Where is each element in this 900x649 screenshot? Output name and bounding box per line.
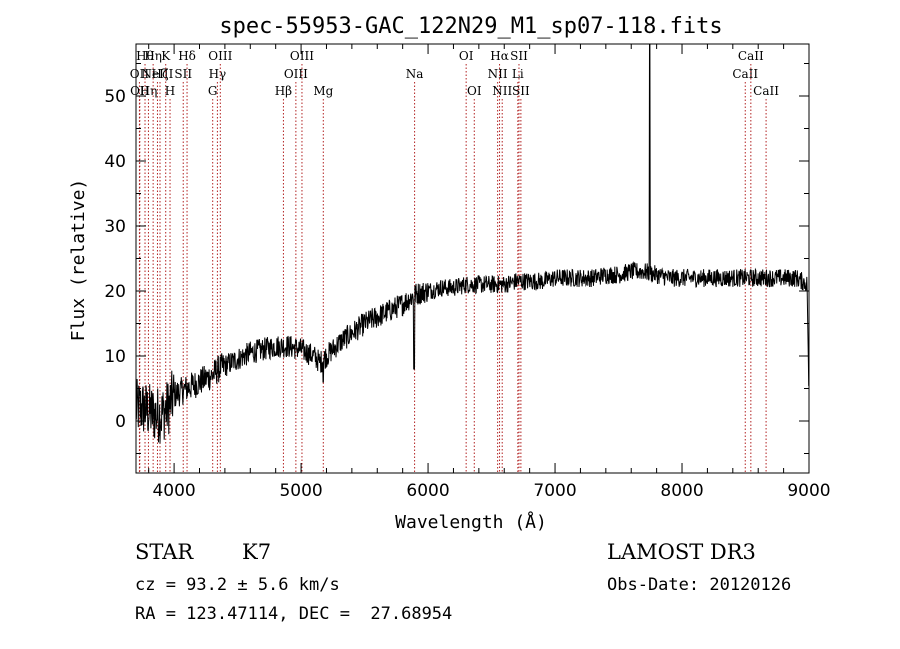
y-tick-label: 0: [115, 412, 126, 432]
line-marker-label: OII: [130, 67, 150, 81]
x-tick-label: 6000: [406, 481, 449, 501]
line-marker-label: OII: [130, 84, 150, 98]
line-marker-label: SII: [512, 84, 530, 98]
y-tick-label: 40: [104, 152, 126, 172]
object-subclass: K7: [242, 540, 272, 564]
line-marker-label: H: [165, 84, 175, 98]
line-marker-label: Hβ: [275, 84, 292, 98]
line-marker-label: NeIII: [142, 67, 174, 81]
line-marker-label: G: [208, 84, 218, 98]
line-marker-label: Hγ: [209, 67, 227, 81]
x-tick-label: 8000: [660, 481, 703, 501]
y-tick-label: 20: [104, 282, 126, 302]
chart-title: spec-55953-GAC_122N29_M1_sp07-118.fits: [219, 14, 722, 39]
line-marker-label: CaII: [732, 67, 758, 81]
y-axis: 0 10 20 30 40 50: [104, 63, 809, 454]
line-marker-label: Hζ: [152, 67, 169, 81]
spectrum-line: [135, 43, 810, 444]
line-marker-label: SII: [174, 67, 192, 81]
object-class: STAR: [135, 540, 194, 564]
line-marker-label: CaII: [753, 84, 779, 98]
line-marker-label: NII: [492, 84, 512, 98]
line-marker-label: K: [161, 49, 171, 63]
line-marker-label: NII: [488, 67, 508, 81]
spectrum-series: [135, 43, 810, 444]
line-marker-label: Hθ: [136, 49, 154, 63]
y-tick-label: 50: [104, 87, 126, 107]
x-tick-label: 7000: [533, 481, 576, 501]
line-marker-label: Hη: [140, 84, 158, 98]
line-marker-label: Mg: [313, 84, 333, 98]
redshift-text: cz = 93.2 ± 5.6 km/s: [135, 575, 340, 595]
line-marker-label: Hδ: [178, 49, 196, 63]
line-marker-label: Li: [512, 67, 524, 81]
survey-name: LAMOST DR3: [607, 540, 756, 564]
coordinates-text: RA = 123.47114, DEC = 27.68954: [135, 604, 453, 624]
line-marker-label: OI: [459, 49, 474, 63]
line-markers: OIIOIIHθHηHηNeIIIHζKHSIIHδGHγOIIIHβOIIIO…: [130, 49, 779, 473]
x-tick-label: 4000: [152, 481, 195, 501]
x-axis-label: Wavelength (Å): [395, 511, 547, 533]
x-tick-label: 5000: [279, 481, 322, 501]
x-axis: 4000 5000 6000 7000 8000 9000: [148, 44, 831, 501]
line-marker-label: OIII: [284, 67, 308, 81]
line-marker-label: Na: [406, 67, 424, 81]
line-marker-label: Hα: [490, 49, 509, 63]
line-marker-label: SII: [510, 49, 528, 63]
line-marker-label: CaII: [738, 49, 764, 63]
plot-frame: [135, 43, 810, 474]
line-marker-label: OI: [467, 84, 482, 98]
y-axis-label: Flux (relative): [68, 179, 89, 342]
line-marker-label: OIII: [208, 49, 232, 63]
line-marker-label: Hη: [144, 49, 162, 63]
observation-date: Obs-Date: 20120126: [607, 575, 792, 595]
y-tick-label: 30: [104, 217, 126, 237]
y-tick-label: 10: [104, 347, 126, 367]
x-tick-label: 9000: [787, 481, 830, 501]
line-marker-label: OIII: [290, 49, 314, 63]
